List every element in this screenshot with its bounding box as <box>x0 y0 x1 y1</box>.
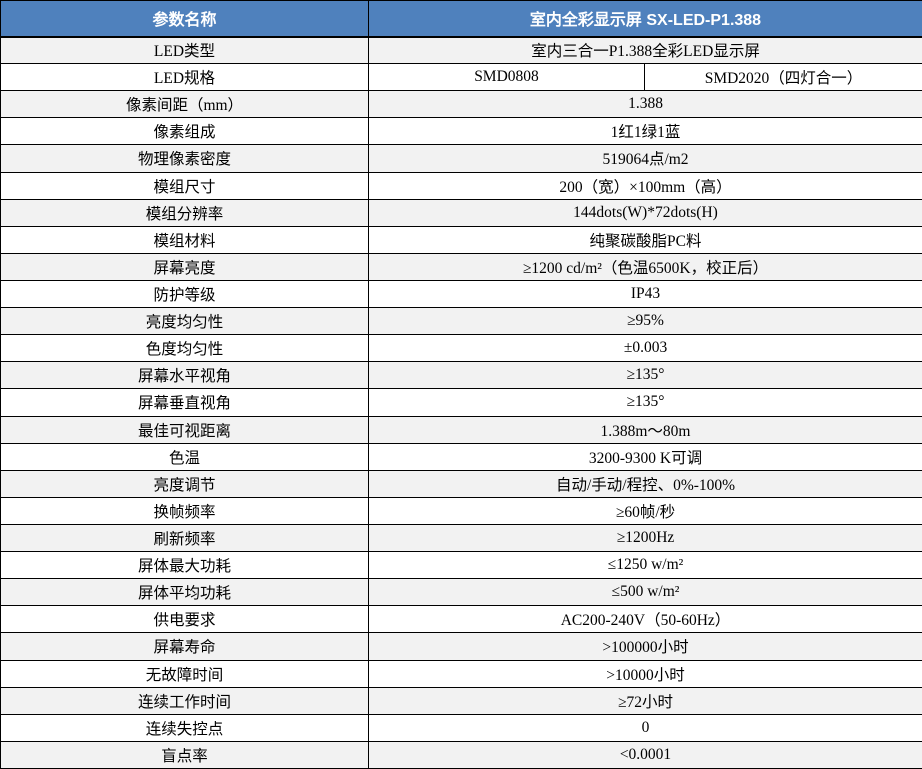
table-row: LED类型 室内三合一P1.388全彩LED显示屏 <box>0 35 922 65</box>
param-value-cell: 纯聚碳酸脂PC料 <box>367 225 922 254</box>
param-value-cell: 3200-9300 K可调 <box>367 442 922 471</box>
param-name-cell: 像素间距（mm） <box>0 90 369 119</box>
table-row: 盲点率 <0.0001 <box>0 740 922 769</box>
param-name-cell: 无故障时间 <box>0 659 369 688</box>
param-name-cell: 模组尺寸 <box>0 171 369 200</box>
product-title-header: 室内全彩显示屏 SX-LED-P1.388 <box>367 0 922 38</box>
param-name-cell: 模组材料 <box>0 225 369 254</box>
param-name-cell: 刷新频率 <box>0 523 369 553</box>
table-row: 屏体最大功耗 ≤1250 w/m² <box>0 551 922 580</box>
param-value-cell-secondary: SMD2020（四灯合一） <box>643 63 922 92</box>
param-name-cell: 屏幕亮度 <box>0 252 369 281</box>
param-name-cell: 屏幕寿命 <box>0 632 369 661</box>
param-name-cell: 屏幕水平视角 <box>0 361 369 390</box>
param-value-cell: 室内三合一P1.388全彩LED显示屏 <box>367 35 922 65</box>
table-row: 最佳可视距离 1.388m～80m <box>0 415 922 444</box>
param-value-cell: 200（宽）×100mm（高） <box>367 171 922 200</box>
param-name-cell: LED规格 <box>0 63 369 92</box>
param-value-cell: 1.388m～80m <box>367 415 922 444</box>
table-row: 防护等级 IP43 <box>0 279 922 309</box>
param-value-cell: ≤1250 w/m² <box>367 551 922 580</box>
table-row: 色度均匀性 ±0.003 <box>0 334 922 363</box>
param-name-cell: 盲点率 <box>0 740 369 769</box>
param-name-cell: 换帧频率 <box>0 496 369 525</box>
table-row: 模组分辨率 144dots(W)*72dots(H) <box>0 198 922 227</box>
param-name-cell: 物理像素密度 <box>0 144 369 173</box>
param-value-cell: ≥135° <box>367 388 922 417</box>
param-name-cell: 亮度均匀性 <box>0 307 369 336</box>
param-name-cell: 亮度调节 <box>0 469 369 498</box>
param-name-cell: 屏体最大功耗 <box>0 551 369 580</box>
table-row: 像素组成 1红1绿1蓝 <box>0 117 922 146</box>
table-row: 屏体平均功耗 ≤500 w/m² <box>0 578 922 607</box>
param-value-cell: ≥1200Hz <box>367 523 922 553</box>
param-value-cell: ≥72小时 <box>367 686 922 715</box>
table-row: 屏幕寿命 >100000小时 <box>0 632 922 661</box>
param-name-cell: 连续失控点 <box>0 713 369 742</box>
table-row: 像素间距（mm） 1.388 <box>0 90 922 119</box>
table-row: 换帧频率 ≥60帧/秒 <box>0 496 922 525</box>
param-value-cell: <0.0001 <box>367 740 922 769</box>
table-row: 供电要求 AC200-240V（50-60Hz） <box>0 605 922 634</box>
param-name-cell: 屏幕垂直视角 <box>0 388 369 417</box>
param-value-cell: >10000小时 <box>367 659 922 688</box>
table-row: LED规格 SMD0808 SMD2020（四灯合一） <box>0 63 922 92</box>
param-value-cell: 519064点/m2 <box>367 144 922 173</box>
param-value-cell: 1.388 <box>367 90 922 119</box>
spec-table-body: LED类型 室内三合一P1.388全彩LED显示屏 LED规格 SMD0808 SMD2… <box>0 35 922 769</box>
param-value-cell: IP43 <box>367 279 922 309</box>
param-name-cell: 色度均匀性 <box>0 334 369 363</box>
param-name-cell: 供电要求 <box>0 605 369 634</box>
param-value-cell: ≥60帧/秒 <box>367 496 922 525</box>
param-value-cell: ±0.003 <box>367 334 922 363</box>
param-name-cell: 像素组成 <box>0 117 369 146</box>
param-value-cell: >100000小时 <box>367 632 922 661</box>
param-name-cell: 防护等级 <box>0 279 369 309</box>
param-value-cell: 1红1绿1蓝 <box>367 117 922 146</box>
table-row: 刷新频率 ≥1200Hz <box>0 523 922 553</box>
param-name-cell: 连续工作时间 <box>0 686 369 715</box>
table-row: 屏幕亮度 ≥1200 cd/m²（色温6500K，校正后） <box>0 252 922 281</box>
param-name-cell: 模组分辨率 <box>0 198 369 227</box>
table-row: 亮度调节 自动/手动/程控、0%-100% <box>0 469 922 498</box>
table-row: 连续失控点 0 <box>0 713 922 742</box>
table-row: 模组尺寸 200（宽）×100mm（高） <box>0 171 922 200</box>
table-row: 亮度均匀性 ≥95% <box>0 307 922 336</box>
table-row: 色温 3200-9300 K可调 <box>0 442 922 471</box>
table-row: 连续工作时间 ≥72小时 <box>0 686 922 715</box>
table-row: 屏幕垂直视角 ≥135° <box>0 388 922 417</box>
table-row: 物理像素密度 519064点/m2 <box>0 144 922 173</box>
table-row: 无故障时间 >10000小时 <box>0 659 922 688</box>
param-value-cell: SMD0808 <box>368 63 645 92</box>
header-row: 参数名称 室内全彩显示屏 SX-LED-P1.388 <box>0 0 922 38</box>
param-value-cell: ≥135° <box>367 361 922 390</box>
param-value-cell: ≥1200 cd/m²（色温6500K，校正后） <box>367 252 922 281</box>
param-value-cell: ≤500 w/m² <box>367 578 922 607</box>
param-name-cell: 色温 <box>0 442 369 471</box>
table-row: 模组材料 纯聚碳酸脂PC料 <box>0 225 922 254</box>
param-value-cell: AC200-240V（50-60Hz） <box>367 605 922 634</box>
param-name-cell: 最佳可视距离 <box>0 415 369 444</box>
param-name-cell: 屏体平均功耗 <box>0 578 369 607</box>
param-value-cell: 144dots(W)*72dots(H) <box>367 198 922 227</box>
table-row: 屏幕水平视角 ≥135° <box>0 361 922 390</box>
param-name-header: 参数名称 <box>0 0 369 38</box>
param-name-cell: LED类型 <box>0 35 369 65</box>
param-value-cell: ≥95% <box>367 307 922 336</box>
param-value-cell: 0 <box>367 713 922 742</box>
param-value-cell: 自动/手动/程控、0%-100% <box>367 469 922 498</box>
